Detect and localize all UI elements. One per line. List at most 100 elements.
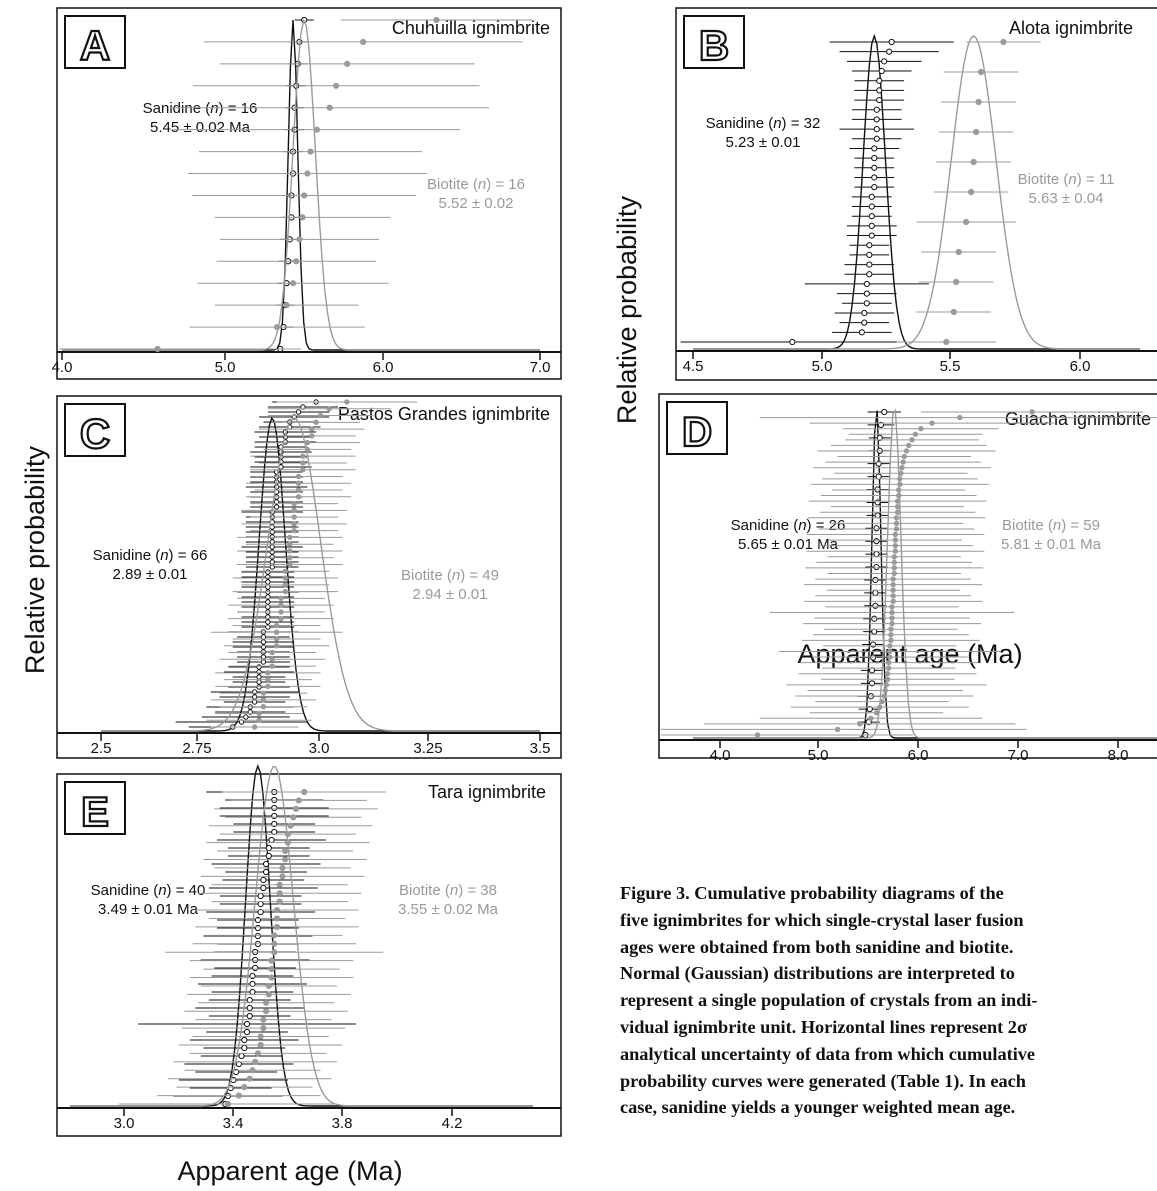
data-point — [896, 492, 902, 499]
data-point — [871, 145, 878, 152]
x-tick-label: 3.0 — [114, 1115, 135, 1132]
x-tick-label: 5.0 — [808, 747, 829, 764]
x-tick-label: 3.8 — [332, 1115, 353, 1132]
series-label-n: n — [160, 547, 168, 564]
data-point — [909, 437, 915, 443]
data-point — [891, 570, 897, 577]
data-point — [888, 626, 894, 632]
data-point — [968, 188, 975, 196]
data-point — [269, 649, 275, 656]
probability-curve — [101, 417, 540, 732]
series-age: 5.65 ± 0.01 Ma — [738, 536, 839, 553]
data-point — [885, 665, 892, 671]
data-point — [269, 656, 275, 662]
data-point — [256, 669, 262, 675]
series-label-n: n — [452, 567, 460, 584]
series-label-part: Biotite ( — [427, 176, 478, 193]
data-point — [251, 694, 258, 700]
data-point — [866, 261, 873, 268]
data-point — [291, 521, 297, 527]
data-point — [252, 1058, 259, 1065]
data-point — [252, 956, 259, 964]
data-point — [278, 602, 284, 608]
panels-layer: A Chuhuilla ignimbrite 4.0 5.0 6.0 7.0 Sanidin… — [52, 7, 1157, 1137]
xlabel-bottom: Apparent age (Ma) — [177, 1156, 402, 1186]
data-point — [863, 290, 870, 297]
data-point — [278, 595, 284, 602]
data-point — [877, 704, 883, 710]
series-label-part: ) = 26 — [807, 517, 846, 534]
panel-letter-box — [683, 15, 745, 69]
series-label-part: ) = 32 — [782, 115, 821, 132]
series-label-n: n — [1053, 517, 1061, 534]
data-point — [898, 470, 904, 476]
data-point — [273, 504, 280, 510]
data-point — [265, 670, 271, 676]
data-point — [287, 561, 293, 568]
data-point — [265, 599, 271, 605]
series-age: 3.55 ± 0.02 Ma — [398, 901, 499, 918]
data-point — [873, 125, 880, 133]
data-point — [295, 487, 302, 493]
series-label-part: Sanidine ( — [143, 100, 211, 117]
x-tick-label: 4.0 — [52, 359, 73, 376]
data-point — [260, 659, 267, 665]
data-point — [295, 473, 302, 480]
data-point — [433, 16, 440, 24]
series-label-part: ) = 66 — [169, 547, 208, 564]
series-label-part: ) = 16 — [219, 100, 258, 117]
x-tick-label: 3.0 — [309, 740, 330, 757]
data-point — [269, 544, 275, 550]
data-point — [296, 236, 303, 243]
data-point — [897, 481, 903, 488]
data-point — [871, 184, 878, 191]
data-point — [857, 721, 863, 727]
series-label-part: ) = 59 — [1061, 517, 1100, 534]
data-point — [344, 60, 351, 67]
data-point — [871, 164, 878, 171]
data-point — [955, 248, 962, 256]
data-point — [881, 58, 888, 65]
series-label: Sanidine (n) = 16 — [143, 100, 258, 117]
data-point — [243, 1020, 251, 1028]
data-point — [256, 717, 262, 723]
caption-line: case, sanidine yields a younger weighted… — [620, 1097, 1016, 1118]
series-age: 5.63 ± 0.04 — [1029, 190, 1104, 207]
data-point — [866, 251, 873, 259]
xlabel-right: Apparent age (Ma) — [797, 639, 1022, 669]
data-point — [858, 329, 865, 336]
panel-c: C Pastos Grandes ignimbrite 2.5 2.75 3.0 3.25… — [56, 395, 562, 759]
ylabel-right: Relative probability — [612, 195, 642, 424]
panel-letter: D — [682, 408, 712, 455]
data-point — [872, 589, 879, 596]
data-point — [249, 988, 256, 996]
data-point — [873, 106, 880, 113]
data-point — [241, 1044, 248, 1052]
data-point — [326, 406, 332, 412]
data-point — [868, 232, 875, 239]
data-point — [265, 852, 272, 860]
data-point — [273, 643, 280, 649]
data-point — [290, 814, 297, 821]
data-point — [906, 442, 912, 449]
data-point — [953, 278, 960, 286]
data-point — [887, 643, 893, 649]
data-point — [246, 1075, 253, 1082]
data-point — [890, 587, 896, 593]
data-point — [291, 500, 297, 507]
x-tick-label: 7.0 — [530, 359, 551, 376]
data-point — [271, 804, 278, 812]
data-point — [970, 158, 977, 166]
data-point — [257, 908, 264, 916]
data-point — [892, 537, 899, 543]
data-point — [278, 609, 284, 615]
data-point — [876, 77, 883, 84]
data-point — [918, 426, 924, 432]
data-point — [249, 980, 256, 988]
series-biotite: Biotite (n) = 492.94 ± 0.01 — [101, 399, 540, 732]
data-point — [890, 576, 896, 582]
data-point — [260, 1016, 267, 1023]
series-label-part: ) = 49 — [460, 567, 499, 584]
x-tick-label: 3.5 — [530, 740, 551, 757]
